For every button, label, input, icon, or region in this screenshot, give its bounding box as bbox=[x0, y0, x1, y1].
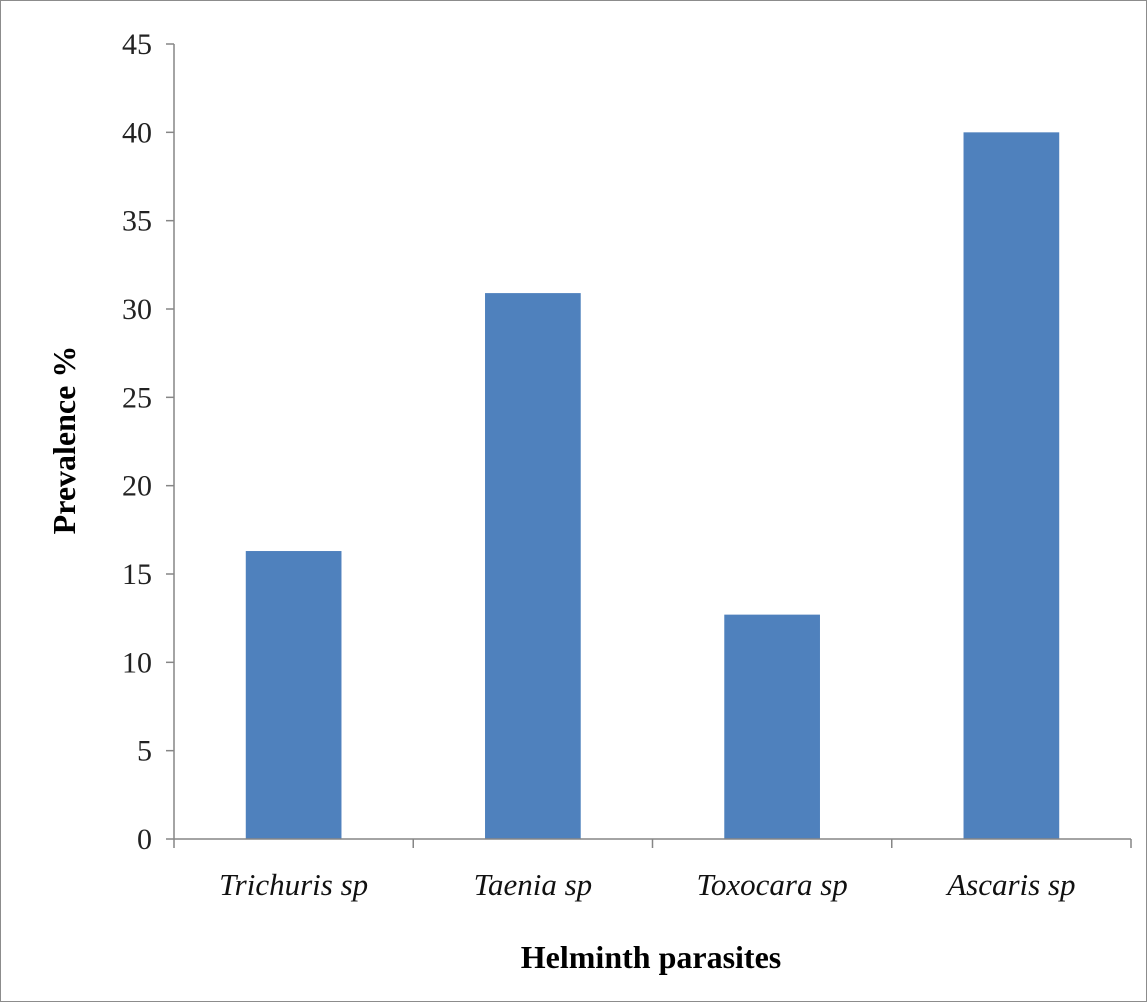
x-category-label: Trichuris sp bbox=[219, 867, 368, 902]
bars bbox=[245, 132, 1060, 840]
y-tick-label: 15 bbox=[122, 558, 152, 591]
y-tick-label: 25 bbox=[122, 381, 152, 414]
y-tick-label: 5 bbox=[137, 735, 152, 768]
x-category-label: Toxocara sp bbox=[696, 867, 847, 902]
y-tick-label: 35 bbox=[122, 205, 152, 238]
bar-taenia-sp bbox=[485, 293, 581, 840]
y-tick-label: 0 bbox=[137, 823, 152, 856]
x-category-label: Ascaris sp bbox=[945, 867, 1075, 902]
y-tick-label: 40 bbox=[122, 116, 152, 149]
bar-trichuris-sp bbox=[245, 551, 342, 839]
y-tick-label: 10 bbox=[122, 646, 152, 679]
y-axis-ticks: 0 5 10 15 20 25 30 35 40 45 bbox=[122, 28, 174, 856]
bar-toxocara-sp bbox=[724, 614, 820, 839]
y-tick-label: 45 bbox=[122, 28, 152, 61]
y-tick-label: 30 bbox=[122, 293, 152, 326]
x-axis-title: Helminth parasites bbox=[521, 939, 781, 975]
y-tick-label: 20 bbox=[122, 470, 152, 503]
y-axis-title: Prevalence % bbox=[46, 346, 82, 535]
bar-ascaris-sp bbox=[963, 132, 1060, 840]
x-axis-ticks: Trichuris sp Taenia sp Toxocara sp Ascaris … bbox=[173, 839, 1132, 902]
x-category-label: Taenia sp bbox=[474, 867, 593, 902]
